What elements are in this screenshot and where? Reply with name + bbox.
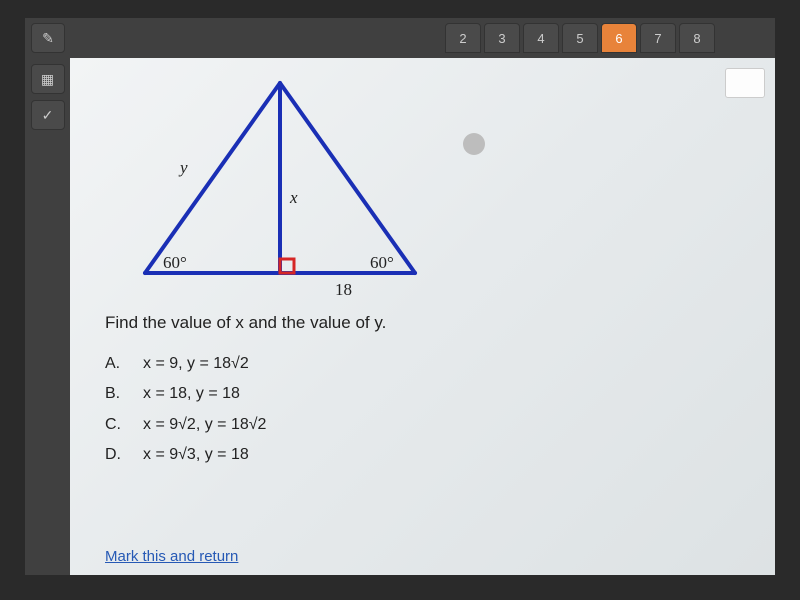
- choice-C[interactable]: C. x = 9√2, y = 18√2: [105, 410, 745, 440]
- svg-text:y: y: [178, 158, 188, 177]
- svg-text:60°: 60°: [370, 253, 394, 272]
- choice-letter: B.: [105, 379, 125, 409]
- svg-text:18: 18: [335, 280, 352, 299]
- tool-draw-icon[interactable]: ✎: [31, 23, 65, 53]
- choice-text: x = 18, y = 18: [143, 379, 240, 409]
- choice-letter: A.: [105, 349, 125, 379]
- choice-letter: C.: [105, 410, 125, 440]
- question-tab-7[interactable]: 7: [640, 23, 676, 53]
- question-tab-6[interactable]: 6: [601, 23, 637, 53]
- choice-A[interactable]: A. x = 9, y = 18√2: [105, 349, 745, 379]
- left-sidebar: ▦ ✓: [25, 58, 70, 575]
- top-toolbar: ✎ 2345678: [25, 18, 775, 58]
- app-frame: ✎ 2345678 ▦ ✓ y x 18 60° 60° Find the value …: [25, 18, 775, 575]
- svg-text:x: x: [289, 188, 298, 207]
- grid-icon[interactable]: ▦: [31, 64, 65, 94]
- gray-dot-icon: [463, 133, 485, 155]
- question-tab-4[interactable]: 4: [523, 23, 559, 53]
- check-icon[interactable]: ✓: [31, 100, 65, 130]
- triangle-diagram: y x 18 60° 60°: [115, 73, 445, 303]
- triangle-svg: y x 18 60° 60°: [115, 73, 445, 303]
- choice-B[interactable]: B. x = 18, y = 18: [105, 379, 745, 409]
- choice-text: x = 9√3, y = 18: [143, 440, 249, 470]
- question-tab-5[interactable]: 5: [562, 23, 598, 53]
- question-text: Find the value of x and the value of y.: [105, 313, 745, 333]
- choice-D[interactable]: D. x = 9√3, y = 18: [105, 440, 745, 470]
- svg-text:60°: 60°: [163, 253, 187, 272]
- mark-return-link[interactable]: Mark this and return: [105, 548, 238, 565]
- question-tabs: 2345678: [445, 18, 715, 58]
- question-content: y x 18 60° 60° Find the value of x and the v…: [70, 58, 775, 575]
- choice-letter: D.: [105, 440, 125, 470]
- question-tab-3[interactable]: 3: [484, 23, 520, 53]
- choice-text: x = 9, y = 18√2: [143, 349, 249, 379]
- answer-box[interactable]: [725, 68, 765, 98]
- question-tab-2[interactable]: 2: [445, 23, 481, 53]
- choice-text: x = 9√2, y = 18√2: [143, 410, 266, 440]
- question-tab-8[interactable]: 8: [679, 23, 715, 53]
- answer-choices: A. x = 9, y = 18√2 B. x = 18, y = 18 C. x = 9…: [105, 349, 745, 471]
